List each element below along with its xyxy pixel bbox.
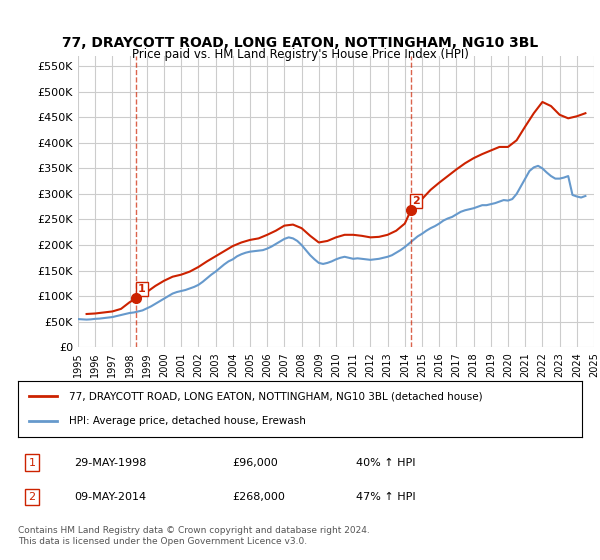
- Text: 77, DRAYCOTT ROAD, LONG EATON, NOTTINGHAM, NG10 3BL (detached house): 77, DRAYCOTT ROAD, LONG EATON, NOTTINGHA…: [69, 391, 482, 402]
- Text: 1: 1: [138, 284, 146, 294]
- Text: 2: 2: [29, 492, 35, 502]
- Text: 1: 1: [29, 458, 35, 468]
- Text: Price paid vs. HM Land Registry's House Price Index (HPI): Price paid vs. HM Land Registry's House …: [131, 48, 469, 60]
- Text: £96,000: £96,000: [232, 458, 278, 468]
- Text: 09-MAY-2014: 09-MAY-2014: [74, 492, 146, 502]
- Text: 2: 2: [412, 196, 420, 206]
- Text: £268,000: £268,000: [232, 492, 285, 502]
- Text: 47% ↑ HPI: 47% ↑ HPI: [356, 492, 416, 502]
- Text: 40% ↑ HPI: 40% ↑ HPI: [356, 458, 416, 468]
- Text: Contains HM Land Registry data © Crown copyright and database right 2024.
This d: Contains HM Land Registry data © Crown c…: [18, 526, 370, 546]
- Text: 77, DRAYCOTT ROAD, LONG EATON, NOTTINGHAM, NG10 3BL: 77, DRAYCOTT ROAD, LONG EATON, NOTTINGHA…: [62, 36, 538, 50]
- Text: 29-MAY-1998: 29-MAY-1998: [74, 458, 147, 468]
- Text: HPI: Average price, detached house, Erewash: HPI: Average price, detached house, Erew…: [69, 416, 305, 426]
